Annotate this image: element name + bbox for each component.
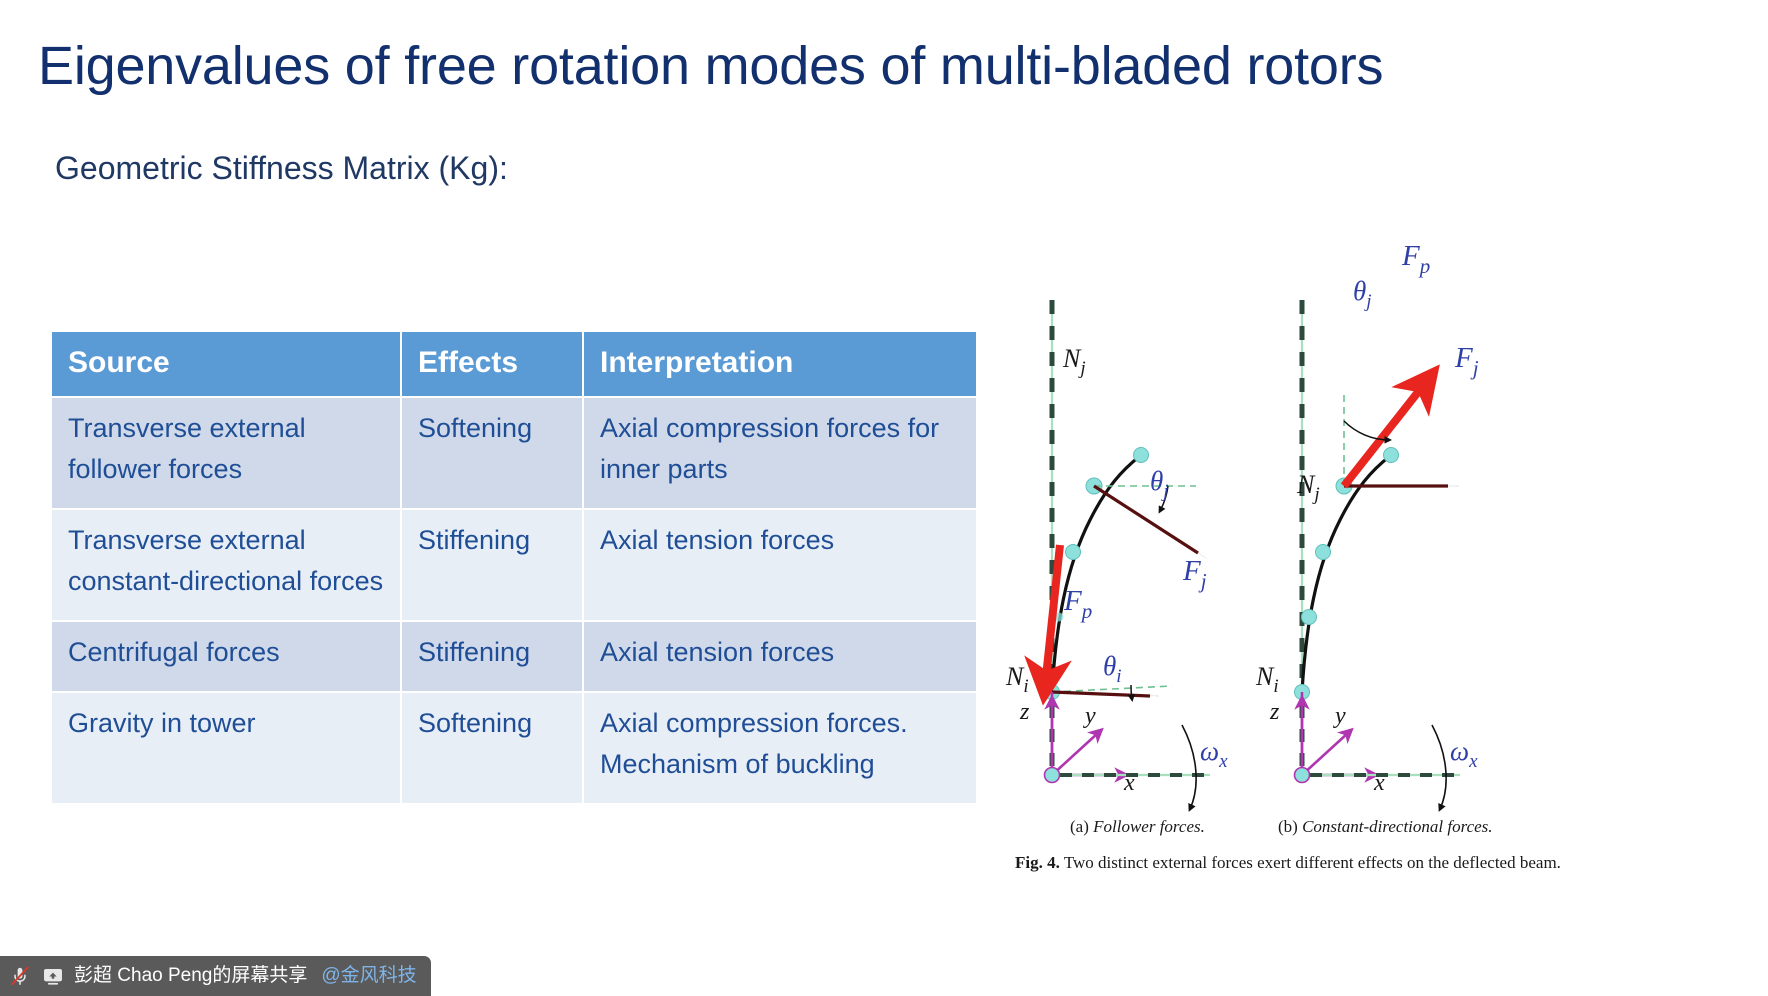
screen-share-icon[interactable] xyxy=(41,964,65,988)
label-axis-z-b: z xyxy=(1269,699,1280,725)
cell-interpretation: Axial compression forces for inner parts xyxy=(584,398,976,508)
omega-x-arc-a xyxy=(1181,724,1197,812)
figure-sublabel-a-text: Follower forces. xyxy=(1093,817,1205,836)
share-org-handle: @金风科技 xyxy=(321,965,417,986)
base-node-a xyxy=(1043,766,1061,784)
beam-node xyxy=(1065,544,1081,560)
figure-sublabel-a-tag: (a) xyxy=(1070,817,1089,836)
label-omega-x-b: ωx xyxy=(1450,736,1478,772)
figure-sublabel-a: (a) Follower forces. xyxy=(1070,817,1205,837)
cell-source: Transverse external follower forces xyxy=(52,398,400,508)
cell-interpretation: Axial tension forces xyxy=(584,510,976,620)
table-row: Centrifugal forces Stiffening Axial tens… xyxy=(52,622,976,691)
cell-source: Centrifugal forces xyxy=(52,622,400,691)
figure-sublabel-b: (b) Constant-directional forces. xyxy=(1278,817,1493,837)
label-force-fj-b: Fj xyxy=(1454,342,1479,380)
cell-interpretation: Axial compression forces. Mechanism of b… xyxy=(584,693,976,803)
cell-effects: Softening xyxy=(402,693,582,803)
page-title: Eigenvalues of free rotation modes of mu… xyxy=(38,36,1384,96)
column-header-interpretation: Interpretation xyxy=(584,332,976,396)
beam-node xyxy=(1315,544,1331,560)
screen-share-bar[interactable]: 彭超 Chao Peng的屏幕共享 @金风科技 xyxy=(0,956,431,996)
share-owner-label: 彭超 Chao Peng的屏幕共享 xyxy=(74,965,308,986)
table-header-row: Source Effects Interpretation xyxy=(52,332,976,396)
cell-interpretation: Axial tension forces xyxy=(584,622,976,691)
guide-line-i-a xyxy=(1051,685,1173,693)
label-node-j-b: Nj xyxy=(1296,470,1320,505)
cell-source: Gravity in tower xyxy=(52,693,400,803)
label-axis-y-b: y xyxy=(1333,703,1346,729)
label-theta-j-b: θj xyxy=(1353,276,1372,312)
theta-i-arc-a xyxy=(1127,684,1135,702)
microphone-muted-icon[interactable] xyxy=(8,964,32,988)
figure-panel-a xyxy=(1024,300,1210,812)
label-node-i-a: Ni xyxy=(1005,662,1029,697)
figure-sublabel-b-text: Constant-directional forces. xyxy=(1302,817,1493,836)
table-row: Transverse external follower forces Soft… xyxy=(52,398,976,508)
cell-effects: Stiffening xyxy=(402,622,582,691)
label-axis-z-a: z xyxy=(1019,699,1030,725)
axis-y-a xyxy=(1051,727,1104,776)
label-force-fj-a: Fj xyxy=(1182,555,1207,593)
axis-y-b xyxy=(1301,727,1354,776)
figure-caption-text: Two distinct external forces exert diffe… xyxy=(1063,853,1561,872)
beam-node xyxy=(1133,447,1149,463)
figure-4: Nj Ni Fp Fj θj θi z y x ωx xyxy=(1000,215,1760,836)
deflected-beam-a xyxy=(1050,454,1141,693)
beam-node xyxy=(1054,612,1064,622)
slide-subtitle: Geometric Stiffness Matrix (Kg): xyxy=(55,150,508,186)
cell-effects: Stiffening xyxy=(402,510,582,620)
omega-x-arc-b xyxy=(1431,724,1447,812)
label-omega-x-a: ωx xyxy=(1200,736,1228,772)
label-axis-x-a: x xyxy=(1123,770,1135,796)
cell-source: Transverse external constant-directional… xyxy=(52,510,400,620)
label-theta-i-a: θi xyxy=(1103,651,1122,687)
figure-sublabel-b-tag: (b) xyxy=(1278,817,1298,836)
column-header-effects: Effects xyxy=(402,332,582,396)
label-theta-j-a: θj xyxy=(1150,466,1169,502)
label-force-fp-a: Fp xyxy=(1063,585,1092,623)
beam-node xyxy=(1301,609,1317,625)
table-row: Transverse external constant-directional… xyxy=(52,510,976,620)
theta-j-arc-a xyxy=(1158,485,1169,514)
deflected-beam-b xyxy=(1300,454,1391,693)
figure-caption-tag: Fig. 4. xyxy=(1015,853,1060,872)
figure-panel-b xyxy=(1293,300,1460,812)
base-node-b xyxy=(1293,766,1311,784)
label-node-j-a: Nj xyxy=(1062,344,1086,379)
geometric-stiffness-table: Source Effects Interpretation Transverse… xyxy=(50,330,978,805)
label-axis-y-a: y xyxy=(1083,703,1096,729)
label-force-fp-b: Fp xyxy=(1401,240,1430,278)
label-node-i-b: Ni xyxy=(1255,662,1279,697)
table-row: Gravity in tower Softening Axial compres… xyxy=(52,693,976,803)
theta-j-arc-b xyxy=(1343,420,1392,444)
label-axis-x-b: x xyxy=(1373,770,1385,796)
column-header-source: Source xyxy=(52,332,400,396)
force-fp-vector-a xyxy=(1024,544,1072,706)
beam-node xyxy=(1383,447,1399,463)
cell-effects: Softening xyxy=(402,398,582,508)
figure-caption: Fig. 4. Two distinct external forces exe… xyxy=(1015,853,1755,873)
force-fp-vector-b xyxy=(1340,364,1440,489)
